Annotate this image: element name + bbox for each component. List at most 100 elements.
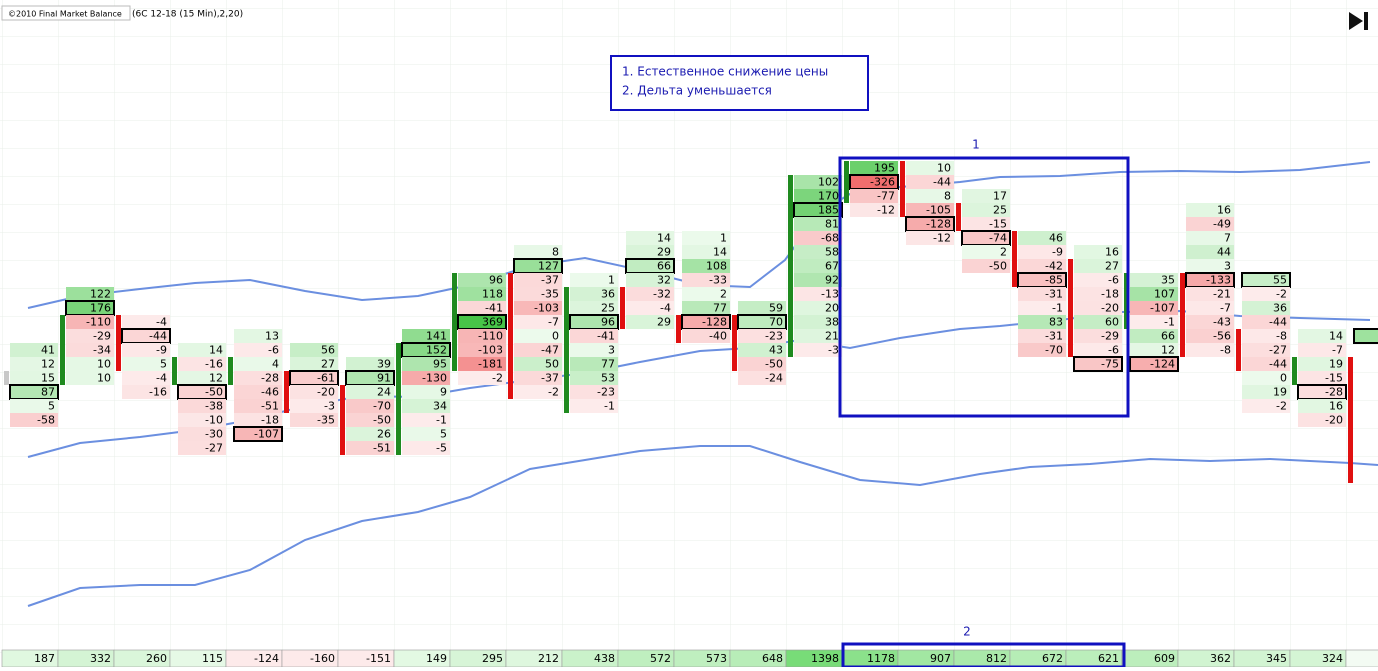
cell bbox=[234, 413, 282, 427]
cell bbox=[682, 245, 730, 259]
cell-value: 107 bbox=[1154, 288, 1175, 301]
candle-body bbox=[1180, 273, 1185, 357]
cell-value: -24 bbox=[765, 372, 783, 385]
cell bbox=[794, 245, 842, 259]
cell-value: -27 bbox=[1269, 344, 1287, 357]
scroll-end-icon[interactable] bbox=[1349, 12, 1368, 30]
cell bbox=[458, 371, 506, 385]
cell bbox=[1074, 273, 1122, 287]
cell-value: -44 bbox=[1269, 358, 1287, 371]
cell-value: 96 bbox=[489, 274, 503, 287]
cell bbox=[514, 385, 562, 399]
cell bbox=[1130, 287, 1178, 301]
candle-body bbox=[4, 371, 9, 385]
cell bbox=[234, 357, 282, 371]
cell-value: -85 bbox=[1045, 274, 1063, 287]
candle-body bbox=[116, 315, 121, 371]
cell bbox=[626, 231, 674, 245]
cell-value: 118 bbox=[482, 288, 503, 301]
cell bbox=[234, 399, 282, 413]
cell-value: 17 bbox=[993, 190, 1007, 203]
cell bbox=[794, 217, 842, 231]
cell bbox=[458, 301, 506, 315]
cell bbox=[906, 203, 954, 217]
cell-value: 43 bbox=[769, 344, 783, 357]
cell-value: -41 bbox=[597, 330, 615, 343]
cell bbox=[178, 343, 226, 357]
cell-value: -70 bbox=[1045, 344, 1063, 357]
cell bbox=[234, 343, 282, 357]
cell-value: -20 bbox=[1325, 414, 1343, 427]
cell bbox=[458, 329, 506, 343]
candle-body bbox=[172, 357, 177, 385]
cell bbox=[234, 329, 282, 343]
candle-body bbox=[620, 287, 625, 329]
cell bbox=[1242, 371, 1290, 385]
cell bbox=[1130, 343, 1178, 357]
cell-value: 195 bbox=[874, 162, 895, 175]
cell-value: 5 bbox=[440, 428, 447, 441]
box-label: 1 bbox=[972, 138, 980, 152]
cell bbox=[234, 371, 282, 385]
cell bbox=[738, 357, 786, 371]
cell-value: -21 bbox=[1213, 288, 1231, 301]
cell-value: -28 bbox=[1325, 386, 1343, 399]
cell-value: 24 bbox=[377, 386, 391, 399]
cell-value: -77 bbox=[877, 190, 895, 203]
cell bbox=[682, 259, 730, 273]
cell-value: -181 bbox=[478, 358, 503, 371]
cell bbox=[346, 427, 394, 441]
cell-value: 96 bbox=[601, 316, 615, 329]
cell bbox=[1074, 343, 1122, 357]
cell bbox=[514, 245, 562, 259]
cell-value: -29 bbox=[1101, 330, 1119, 343]
indicator-name: ©2010 Final Market Balance bbox=[8, 10, 122, 19]
cell bbox=[1018, 343, 1066, 357]
cell bbox=[1018, 301, 1066, 315]
cell bbox=[122, 357, 170, 371]
cell-value: 14 bbox=[657, 232, 671, 245]
cell-value: 176 bbox=[90, 302, 111, 315]
cell bbox=[906, 175, 954, 189]
cell-value: 66 bbox=[657, 260, 671, 273]
cell-value: -35 bbox=[541, 288, 559, 301]
cell bbox=[122, 385, 170, 399]
cell bbox=[794, 175, 842, 189]
cell bbox=[794, 343, 842, 357]
cell bbox=[10, 413, 58, 427]
cell bbox=[1130, 273, 1178, 287]
lower-band bbox=[27, 445, 1378, 607]
candle-body bbox=[1012, 231, 1017, 287]
cell bbox=[1186, 343, 1234, 357]
cell-value: 19 bbox=[1273, 386, 1287, 399]
cell-value: -70 bbox=[373, 400, 391, 413]
cell bbox=[458, 357, 506, 371]
cell-value: 122 bbox=[90, 288, 111, 301]
cell bbox=[1074, 287, 1122, 301]
cell bbox=[1186, 301, 1234, 315]
cell-value: -12 bbox=[933, 232, 951, 245]
cell bbox=[346, 385, 394, 399]
cell-value: 16 bbox=[1105, 246, 1119, 259]
cell bbox=[10, 343, 58, 357]
cell bbox=[458, 273, 506, 287]
cell-value: -18 bbox=[1101, 288, 1119, 301]
cell-value: -103 bbox=[478, 344, 503, 357]
cell-value: -50 bbox=[765, 358, 783, 371]
indicator-box bbox=[1, 5, 131, 21]
cell-value: 8 bbox=[944, 190, 951, 203]
cell-value: 29 bbox=[657, 246, 671, 259]
cell-value: 19 bbox=[1329, 358, 1343, 371]
cell bbox=[1298, 329, 1346, 343]
cell-value: 46 bbox=[1049, 232, 1063, 245]
cell-value: 3 bbox=[608, 344, 615, 357]
cell-value: 36 bbox=[601, 288, 615, 301]
cell bbox=[1298, 343, 1346, 357]
cell bbox=[1242, 385, 1290, 399]
cell bbox=[10, 371, 58, 385]
total-value: 1178 bbox=[867, 652, 895, 665]
cell bbox=[682, 273, 730, 287]
cell bbox=[570, 287, 618, 301]
total-value: 438 bbox=[594, 652, 615, 665]
partial-body bbox=[1348, 357, 1353, 483]
